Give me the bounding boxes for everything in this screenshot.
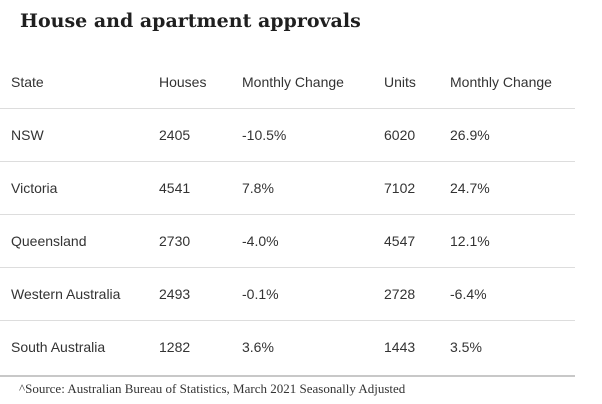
- cell-houses-change: 7.8%: [242, 161, 384, 215]
- header-houses-monthly-change: Monthly Change: [242, 55, 384, 109]
- cell-houses: 2405: [159, 108, 242, 162]
- header-units-monthly-change: Monthly Change: [450, 55, 575, 109]
- header-houses: Houses: [159, 55, 242, 109]
- cell-units: 7102: [384, 161, 450, 215]
- header-units: Units: [384, 55, 450, 109]
- cell-state: Queensland: [0, 214, 159, 268]
- cell-units: 1443: [384, 339, 416, 355]
- cell-houses: 1282: [159, 339, 191, 355]
- cell-houses: 2730: [159, 214, 242, 268]
- cell-units-change: 12.1%: [450, 214, 575, 268]
- source-note: ^Source: Australian Bureau of Statistics…: [0, 375, 575, 401]
- table-row: Queensland 2730 -4.0% 4547 12.1%: [0, 214, 575, 268]
- cell-units-change: 26.9%: [450, 108, 575, 162]
- table-row: Western Australia 2493 -0.1% 2728 -6.4%: [0, 267, 575, 321]
- table-row: NSW 2405 -10.5% 6020 26.9%: [0, 108, 575, 162]
- cell-units: 6020: [384, 108, 450, 162]
- cell-units-change: 3.5%: [450, 339, 482, 355]
- table-row: Victoria 4541 7.8% 7102 24.7%: [0, 161, 575, 215]
- cell-houses-change: -10.5%: [242, 108, 384, 162]
- cell-houses-change: 3.6%: [242, 339, 274, 355]
- cell-state: NSW: [0, 108, 159, 162]
- cell-houses-change: -4.0%: [242, 214, 384, 268]
- approvals-table: State Houses Monthly Change Units Monthl…: [0, 55, 575, 373]
- cell-state: Victoria: [0, 161, 159, 215]
- cell-houses: 2493: [159, 267, 242, 321]
- table-row: South Australia 1282 3.6% 1443 3.5%: [0, 321, 575, 374]
- cell-houses-change: -0.1%: [242, 267, 384, 321]
- cell-state: Western Australia: [0, 267, 159, 321]
- table-header-row: State Houses Monthly Change Units Monthl…: [0, 55, 575, 109]
- cell-units: 2728: [384, 267, 450, 321]
- cell-units-change: 24.7%: [450, 161, 575, 215]
- cell-units-change: -6.4%: [450, 267, 575, 321]
- cell-houses: 4541: [159, 161, 242, 215]
- page-title: House and apartment approvals: [20, 10, 361, 32]
- cell-units: 4547: [384, 214, 450, 268]
- header-state: State: [0, 55, 159, 109]
- cell-state: South Australia: [11, 339, 106, 355]
